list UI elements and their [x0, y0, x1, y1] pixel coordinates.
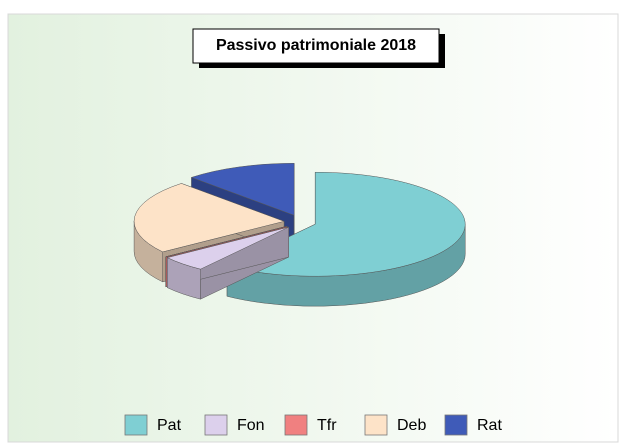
legend-label: Pat: [157, 417, 182, 434]
slice-top: [133, 183, 285, 253]
legend-swatch: [364, 414, 388, 436]
chart-title: Passivo patrimoniale 2018: [216, 37, 416, 54]
legend-swatch: [284, 414, 308, 436]
legend-label: Rat: [477, 417, 502, 434]
legend-label: Deb: [397, 417, 426, 434]
legend-swatch: [444, 414, 468, 436]
title-box: [192, 28, 440, 64]
slice-top: [190, 163, 295, 216]
slice-top: [166, 226, 289, 270]
legend-label: Fon: [237, 417, 265, 434]
slice: [166, 226, 289, 300]
legend-label: Tfr: [317, 417, 337, 434]
pie: [133, 163, 466, 307]
legend-swatch: [204, 414, 228, 436]
legend: Pat Fon Tfr Deb Rat: [124, 414, 502, 436]
legend-swatch: [124, 414, 148, 436]
